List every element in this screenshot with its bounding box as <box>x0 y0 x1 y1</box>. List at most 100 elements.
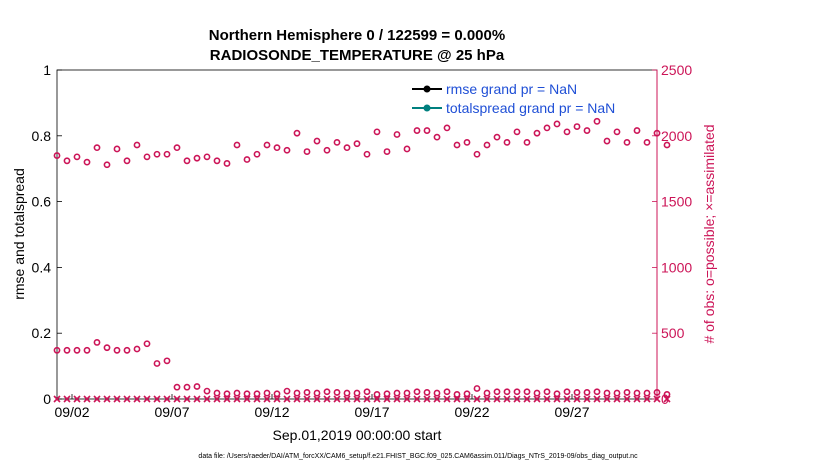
legend-rmse-label: rmse grand pr = NaN <box>446 81 577 97</box>
possible-point-upper <box>343 144 351 152</box>
assimilated-point <box>443 395 451 403</box>
assimilated-point <box>393 395 401 403</box>
possible-point-upper <box>493 133 501 141</box>
assimilated-point <box>183 395 191 403</box>
left-tick-label: 0.4 <box>32 259 52 275</box>
assimilated-point <box>53 395 61 403</box>
assimilated-mark-b <box>603 395 611 403</box>
assimilated-mark-b <box>643 395 651 403</box>
possible-point-lower <box>213 389 221 397</box>
assimilated-point <box>63 395 71 403</box>
possible-point-lower <box>403 389 411 397</box>
possible-point-lower <box>183 383 191 391</box>
possible-point-lower <box>503 388 511 396</box>
assimilated-point <box>383 395 391 403</box>
assimilated-point <box>363 395 371 403</box>
assimilated-point <box>253 395 261 403</box>
assimilated-mark-b <box>133 395 141 403</box>
assimilated-point <box>313 395 321 403</box>
assimilated-mark-b <box>453 395 461 403</box>
assimilated-point <box>433 395 441 403</box>
possible-point-lower <box>423 389 431 396</box>
possible-point-lower <box>103 344 111 352</box>
assimilated-point <box>483 395 491 403</box>
possible-point-lower <box>353 389 361 397</box>
assimilated-point <box>153 395 161 403</box>
possible-point-lower <box>153 360 161 367</box>
possible-point-lower <box>443 388 451 396</box>
possible-point-upper <box>543 124 551 132</box>
possible-point-upper <box>363 150 371 158</box>
assimilated-point <box>303 395 311 403</box>
assimilated-mark-b <box>303 395 311 403</box>
x-tick-label: 09/17 <box>354 404 389 420</box>
possible-point-lower <box>623 389 631 396</box>
possible-point-lower <box>473 385 481 392</box>
possible-point-lower <box>243 390 251 398</box>
assimilated-mark-b <box>273 395 281 403</box>
assimilated-point <box>473 395 481 403</box>
assimilated-mark-b <box>383 395 391 403</box>
possible-point-lower <box>63 346 71 354</box>
assimilated-mark-b <box>403 395 411 403</box>
assimilated-point <box>163 395 171 403</box>
possible-point-lower <box>53 346 61 354</box>
assimilated-point <box>103 395 111 403</box>
possible-point-upper <box>133 141 141 149</box>
assimilated-mark-b <box>463 395 471 403</box>
possible-point-upper <box>213 157 221 165</box>
possible-point-upper <box>173 144 181 152</box>
possible-point-lower <box>413 388 421 396</box>
assimilated-mark-b <box>153 395 161 403</box>
possible-point-lower <box>383 390 391 398</box>
assimilated-mark-b <box>83 395 91 403</box>
possible-point-upper <box>583 127 591 134</box>
left-tick-label: 0 <box>43 391 51 407</box>
possible-point-upper <box>513 128 521 136</box>
left-tick-label: 1 <box>43 62 51 78</box>
possible-point-lower <box>493 388 501 396</box>
assimilated-point <box>523 395 531 403</box>
possible-point-upper <box>383 148 391 155</box>
assimilated-mark-b <box>423 395 431 403</box>
possible-point-lower <box>83 346 91 354</box>
assimilated-mark-b <box>143 395 151 403</box>
left-tick-label: 0.2 <box>32 325 52 341</box>
assimilated-point <box>553 395 561 403</box>
assimilated-mark-b <box>583 395 591 403</box>
assimilated-point <box>263 395 271 403</box>
assimilated-point <box>493 395 501 403</box>
possible-point-upper <box>333 138 341 146</box>
assimilated-mark-b <box>223 395 231 403</box>
right-tick-label: 0 <box>661 391 669 407</box>
assimilated-mark-b <box>93 395 101 403</box>
left-tick-label: 0.8 <box>32 128 52 144</box>
possible-point-upper <box>603 137 611 145</box>
possible-point-lower <box>203 387 211 395</box>
possible-point-lower <box>533 389 541 397</box>
assimilated-mark-b <box>493 395 501 403</box>
possible-point-lower <box>283 387 291 395</box>
possible-point-lower <box>93 339 101 346</box>
possible-point-upper <box>253 150 261 158</box>
assimilated-mark-b <box>333 395 341 403</box>
assimilated-point <box>83 395 91 403</box>
assimilated-point <box>503 395 511 403</box>
possible-point-upper <box>83 158 91 166</box>
possible-point-lower <box>373 390 381 398</box>
possible-point-upper <box>463 138 471 146</box>
assimilated-mark-b <box>593 395 601 403</box>
possible-point-lower <box>273 390 281 398</box>
possible-point-lower <box>133 345 141 353</box>
assimilated-mark-b <box>373 395 381 403</box>
assimilated-mark-b <box>213 395 221 403</box>
possible-point-upper <box>613 128 621 136</box>
assimilated-point <box>453 395 461 403</box>
right-tick-label: 2500 <box>661 62 692 78</box>
x-tick-label: 09/12 <box>254 404 289 420</box>
assimilated-mark-b <box>103 395 111 403</box>
possible-point-upper <box>523 138 531 146</box>
possible-point-lower <box>173 383 181 391</box>
possible-point-lower <box>583 389 591 396</box>
